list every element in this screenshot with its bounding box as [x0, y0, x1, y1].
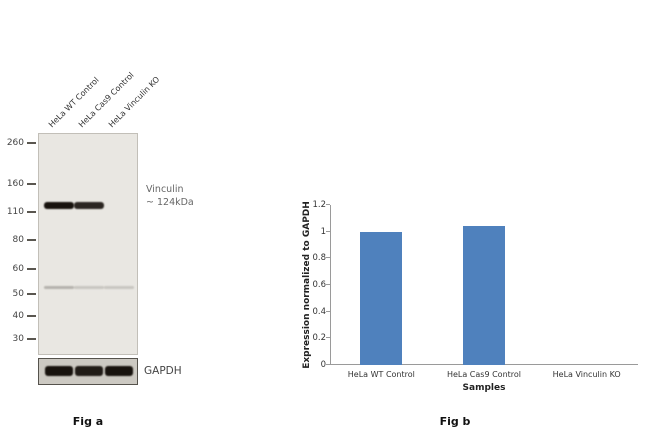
mw-marker-tick [27, 183, 36, 186]
y-tick-label: 0.6 [312, 280, 326, 290]
mw-marker-tick [27, 239, 36, 241]
bar [360, 231, 403, 365]
gapdh-loading-control-panel [38, 358, 138, 385]
target-annotation: Vinculin ~ 124kDa [146, 183, 194, 209]
mw-marker-label: 160 [6, 179, 24, 190]
mw-marker-tick [27, 268, 36, 271]
bar [463, 226, 505, 365]
y-tick-label: 0.8 [312, 253, 326, 264]
mw-marker-label: 30 [12, 334, 24, 345]
mw-marker-label: 110 [6, 207, 24, 218]
x-category-label: HeLa Cas9 Control [446, 370, 521, 379]
gapdh-band [45, 366, 73, 376]
gapdh-band [75, 366, 103, 376]
mw-marker-label: 260 [6, 137, 24, 148]
vinculin-band [44, 202, 74, 209]
mw-marker-tick [27, 338, 36, 341]
mw-marker-tick [27, 292, 36, 295]
vinculin-band [74, 202, 104, 209]
mw-marker-label: 60 [12, 264, 24, 275]
gapdh-label: GAPDH [144, 365, 182, 377]
x-category-label: HeLa Vinculin KO [552, 370, 621, 379]
y-tick-mark [326, 230, 330, 232]
y-tick-mark [326, 284, 330, 285]
mw-marker-label: 80 [12, 235, 24, 245]
y-tick-label: 0 [320, 360, 326, 370]
y-tick-mark [326, 337, 330, 339]
fig-a-caption: Fig a [72, 415, 104, 428]
target-protein-name: Vinculin [146, 184, 184, 195]
y-tick-label: 1.2 [312, 200, 326, 210]
mw-marker-label: 50 [12, 288, 24, 299]
nonspecific-band [44, 286, 74, 289]
fig-b-caption: Fig b [439, 415, 471, 428]
mw-marker-label: 40 [12, 310, 24, 321]
mw-marker-tick [27, 314, 36, 317]
y-tick-mark [326, 204, 330, 205]
y-tick-mark [326, 257, 330, 259]
x-axis-label: Samples [462, 383, 506, 393]
mw-marker-tick [27, 211, 36, 214]
x-category-label: HeLa WT Control [347, 370, 415, 379]
y-tick-label: 1 [320, 226, 326, 237]
main-blot-panel [38, 133, 138, 355]
y-tick-label: 0.4 [312, 306, 326, 317]
gapdh-band [105, 366, 133, 376]
y-tick-mark [326, 310, 330, 312]
y-tick-mark [326, 364, 330, 365]
mw-marker-tick [27, 141, 36, 144]
nonspecific-band [104, 286, 134, 289]
target-molecular-weight: ~ 124kDa [146, 197, 194, 208]
nonspecific-band [74, 286, 104, 289]
y-tick-label: 0.2 [312, 333, 326, 344]
